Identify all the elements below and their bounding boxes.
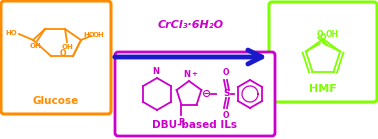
FancyBboxPatch shape: [269, 2, 377, 102]
Text: N: N: [183, 70, 191, 79]
Text: O: O: [60, 49, 66, 59]
Text: OH: OH: [30, 43, 42, 49]
Text: OH: OH: [62, 44, 74, 50]
Text: HO: HO: [5, 30, 17, 36]
Text: CrCl₃·6H₂O: CrCl₃·6H₂O: [158, 20, 224, 30]
Text: O: O: [317, 30, 323, 39]
Text: HMF: HMF: [309, 84, 337, 94]
Text: O: O: [320, 33, 326, 43]
FancyBboxPatch shape: [1, 1, 111, 114]
Text: HO: HO: [83, 32, 95, 38]
Text: R: R: [178, 117, 184, 126]
Text: OH: OH: [93, 32, 105, 38]
Text: ⊖: ⊖: [202, 89, 212, 99]
Text: +: +: [191, 71, 197, 77]
FancyBboxPatch shape: [115, 52, 275, 136]
Text: DBU-based ILs: DBU-based ILs: [152, 120, 237, 130]
Text: O: O: [223, 68, 229, 77]
Text: O: O: [223, 111, 229, 120]
Text: N: N: [152, 67, 160, 76]
Text: Glucose: Glucose: [33, 96, 79, 106]
Text: OH: OH: [326, 30, 339, 39]
Text: S: S: [224, 90, 230, 99]
